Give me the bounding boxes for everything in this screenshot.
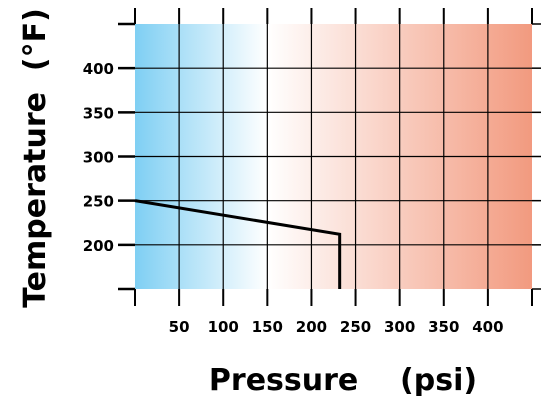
series-line [134,199,342,289]
x-tick-label: 350 [428,318,459,336]
series-lines [134,199,342,289]
axes [118,8,541,306]
y-axis-title: Temperature (°F) [18,8,53,308]
x-tick-label: 250 [340,318,371,336]
x-tick-label: 300 [384,318,415,336]
x-tick-label: 50 [169,318,190,336]
y-tick-label: 300 [83,149,114,167]
y-tick-label: 350 [83,104,114,122]
y-tick-label: 250 [83,193,114,211]
grid-lines [135,24,532,289]
x-tick-label: 200 [296,318,327,336]
x-axis-title: Pressure (psi) [209,363,477,396]
y-tick-label: 400 [83,60,114,78]
tick-labels: 50 100 150 200 250 300 350 400 200 250 300 350 400 [83,60,504,336]
y-tick-label: 200 [83,237,114,255]
x-tick-label: 150 [252,318,283,336]
x-tick-label: 100 [208,318,239,336]
x-tick-label: 400 [472,318,503,336]
